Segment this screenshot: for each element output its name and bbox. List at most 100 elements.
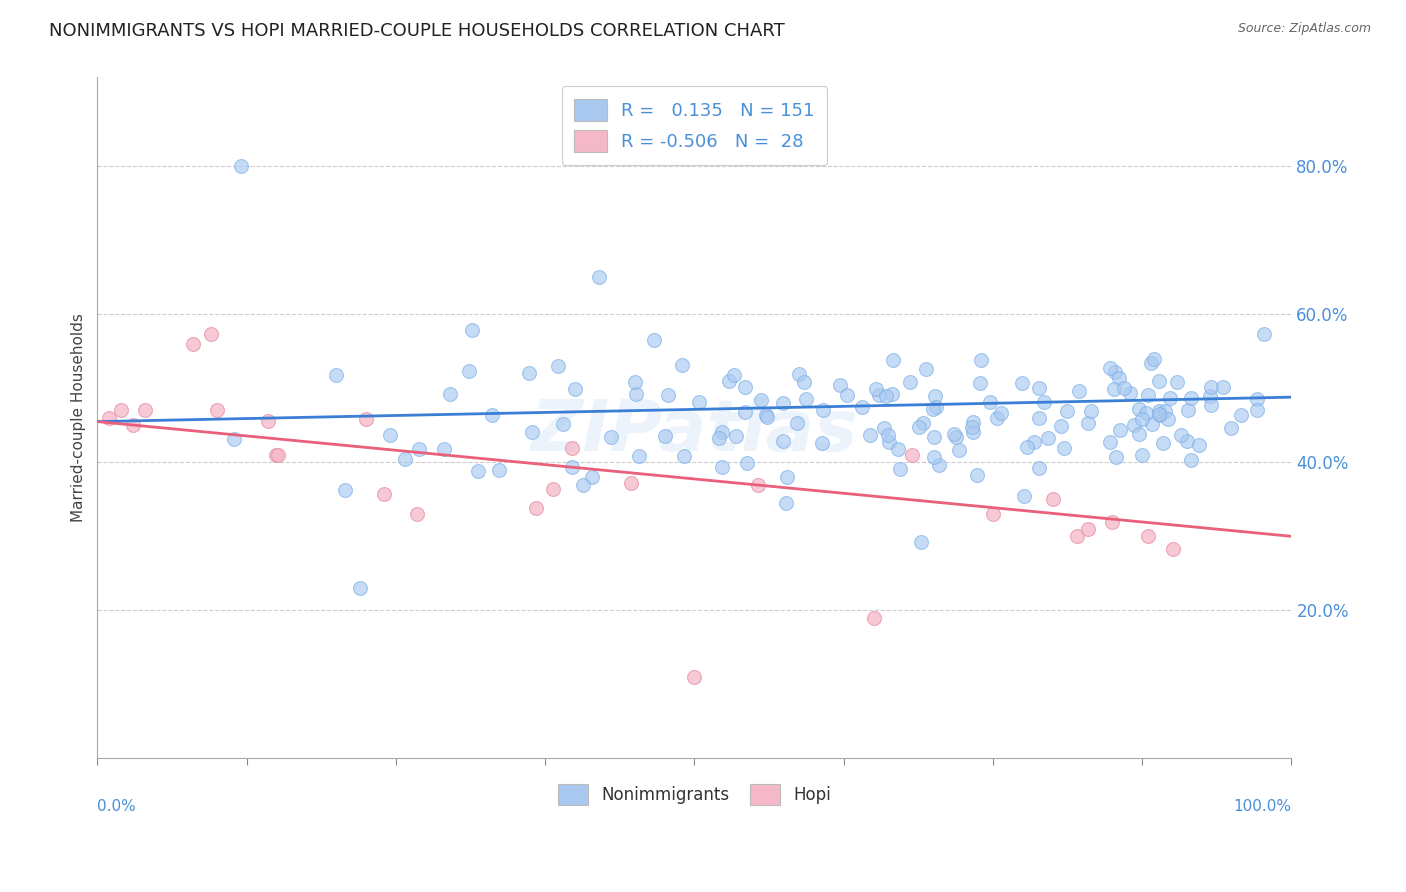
Point [1033,394,1056,409]
Point [710,425,733,440]
Point [1135,406,1157,420]
Point [373,487,395,501]
Point [910,535,932,549]
Point [1028,460,1050,475]
Point [561,460,583,475]
Point [1159,391,1181,405]
Legend: Nonimmigrants, Hopi: Nonimmigrants, Hopi [551,778,838,812]
Point [1253,326,1275,341]
Text: 0.0%: 0.0% [97,799,136,814]
Point [948,442,970,457]
Point [1066,529,1088,543]
Point [624,386,647,401]
Point [394,451,416,466]
Point [1199,380,1222,394]
Point [908,420,931,434]
Point [1246,392,1268,406]
Point [772,434,794,448]
Point [962,416,984,430]
Point [1015,440,1038,454]
Point [541,482,564,496]
Point [458,364,481,378]
Point [1069,384,1091,398]
Point [924,389,946,403]
Point [725,429,748,443]
Point [1101,515,1123,529]
Point [979,395,1001,409]
Point [772,396,794,410]
Point [1163,541,1185,556]
Point [1053,441,1076,455]
Point [1077,416,1099,430]
Y-axis label: Married-couple Households: Married-couple Households [72,313,86,523]
Point [1132,412,1154,426]
Point [875,390,897,404]
Point [1140,356,1163,370]
Point [901,448,924,462]
Point [960,420,983,434]
Point [98,410,121,425]
Point [561,441,583,455]
Point [1128,426,1150,441]
Point [588,270,610,285]
Point [1028,382,1050,396]
Point [672,449,695,463]
Point [1220,421,1243,435]
Point [1042,492,1064,507]
Point [828,377,851,392]
Point [517,366,540,380]
Point [1028,411,1050,425]
Point [581,470,603,484]
Point [794,392,817,407]
Point [1104,365,1126,379]
Point [628,449,651,463]
Point [986,410,1008,425]
Point [1152,436,1174,450]
Point [600,430,623,444]
Point [969,376,991,390]
Point [1246,402,1268,417]
Point [257,414,280,428]
Point [488,463,510,477]
Point [966,468,988,483]
Point [915,362,938,376]
Point [1012,489,1035,503]
Point [134,403,156,417]
Point [1199,398,1222,412]
Point [786,416,808,430]
Point [1166,375,1188,389]
Point [928,458,950,472]
Point [868,388,890,402]
Point [1180,453,1202,467]
Point [1098,361,1121,376]
Point [882,353,904,368]
Point [461,323,484,337]
Point [1080,403,1102,417]
Point [749,393,772,408]
Point [688,394,710,409]
Point [1157,412,1180,426]
Point [942,427,965,442]
Point [1036,431,1059,445]
Point [1109,423,1132,437]
Point [1056,403,1078,417]
Point [643,333,665,347]
Point [723,368,745,382]
Text: Source: ZipAtlas.com: Source: ZipAtlas.com [1237,22,1371,36]
Point [1136,388,1159,402]
Point [1230,408,1253,422]
Point [683,670,706,684]
Point [267,448,290,462]
Point [1049,418,1071,433]
Point [624,376,647,390]
Point [921,401,943,416]
Point [718,374,741,388]
Point [877,435,900,450]
Point [122,418,145,433]
Point [851,400,873,414]
Point [1149,408,1171,422]
Point [1199,389,1222,403]
Point [1119,385,1142,400]
Point [432,442,454,457]
Point [862,611,884,625]
